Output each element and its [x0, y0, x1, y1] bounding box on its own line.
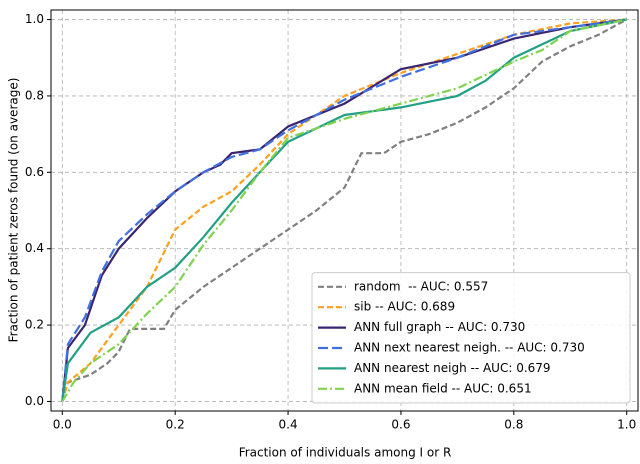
line: [61, 18, 627, 402]
legend-label: ANN nearest neigh -- AUC: 0.679: [354, 361, 551, 375]
y-tick-label: 0.8: [25, 88, 44, 102]
legend-label: random -- AUC: 0.557: [354, 279, 488, 293]
x-tick-label: 1.0: [617, 418, 636, 432]
y-tick-label: 0.4: [25, 241, 44, 255]
line: [61, 18, 628, 402]
x-axis-label: Fraction of individuals among I or R: [239, 446, 452, 460]
x-tick-label: 0.6: [391, 418, 410, 432]
legend-label: ANN mean field -- AUC: 0.651: [354, 381, 532, 395]
x-tick-label: 0.2: [166, 418, 185, 432]
y-tick-label: 0.6: [25, 165, 44, 179]
legend-box: [311, 272, 631, 404]
plot-frame: [50, 9, 639, 412]
x-tick-label: 0.8: [504, 418, 523, 432]
line: [61, 18, 627, 402]
y-tick-label: 0.0: [25, 394, 44, 408]
x-tick-label: 0.4: [279, 418, 298, 432]
y-axis-label: Fraction of patient zeros found (on aver…: [7, 78, 21, 343]
legend-label: sib -- AUC: 0.689: [354, 300, 455, 314]
legend-label: ANN next nearest neigh. -- AUC: 0.730: [354, 341, 585, 355]
x-tick-label: 0.0: [53, 418, 72, 432]
line: [61, 18, 627, 402]
legend-label: ANN full graph -- AUC: 0.730: [354, 320, 525, 334]
y-tick-label: 1.0: [25, 12, 44, 26]
line: [61, 18, 627, 403]
y-tick-label: 0.2: [25, 318, 44, 332]
